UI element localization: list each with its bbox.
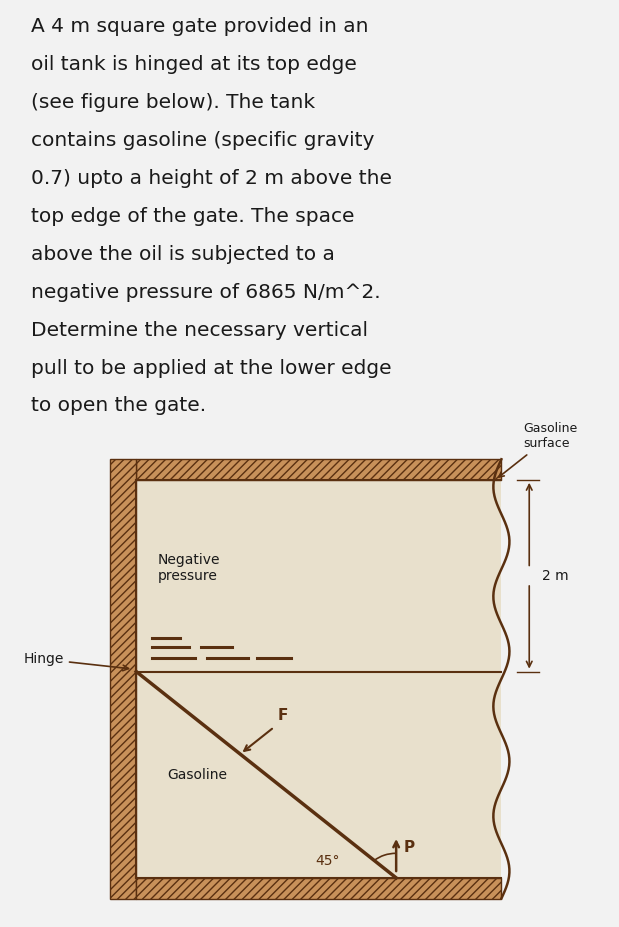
Text: Determine the necessary vertical: Determine the necessary vertical bbox=[31, 321, 368, 339]
Text: Negative
pressure: Negative pressure bbox=[158, 553, 220, 583]
Text: oil tank is hinged at its top edge: oil tank is hinged at its top edge bbox=[31, 56, 357, 74]
Text: above the oil is subjected to a: above the oil is subjected to a bbox=[31, 245, 335, 264]
Bar bbox=[136, 671, 501, 878]
Text: F: F bbox=[277, 708, 288, 723]
Bar bbox=[136, 878, 501, 898]
Text: A 4 m square gate provided in an: A 4 m square gate provided in an bbox=[31, 18, 368, 36]
Text: Hinge: Hinge bbox=[24, 653, 129, 671]
Text: pull to be applied at the lower edge: pull to be applied at the lower edge bbox=[31, 359, 392, 377]
Bar bbox=[110, 459, 136, 898]
Bar bbox=[136, 459, 501, 480]
Text: 2 m: 2 m bbox=[542, 568, 568, 583]
Text: top edge of the gate. The space: top edge of the gate. The space bbox=[31, 207, 355, 226]
Text: to open the gate.: to open the gate. bbox=[31, 397, 206, 415]
Text: (see figure below). The tank: (see figure below). The tank bbox=[31, 94, 315, 112]
Text: negative pressure of 6865 N/m^2.: negative pressure of 6865 N/m^2. bbox=[31, 283, 381, 302]
Text: 45°: 45° bbox=[316, 854, 340, 868]
Text: 0.7) upto a height of 2 m above the: 0.7) upto a height of 2 m above the bbox=[31, 169, 392, 188]
Bar bbox=[136, 480, 501, 671]
Text: P: P bbox=[404, 840, 415, 855]
Text: contains gasoline (specific gravity: contains gasoline (specific gravity bbox=[31, 131, 374, 150]
Text: Gasoline
surface: Gasoline surface bbox=[499, 423, 578, 477]
Text: Gasoline: Gasoline bbox=[167, 768, 227, 781]
